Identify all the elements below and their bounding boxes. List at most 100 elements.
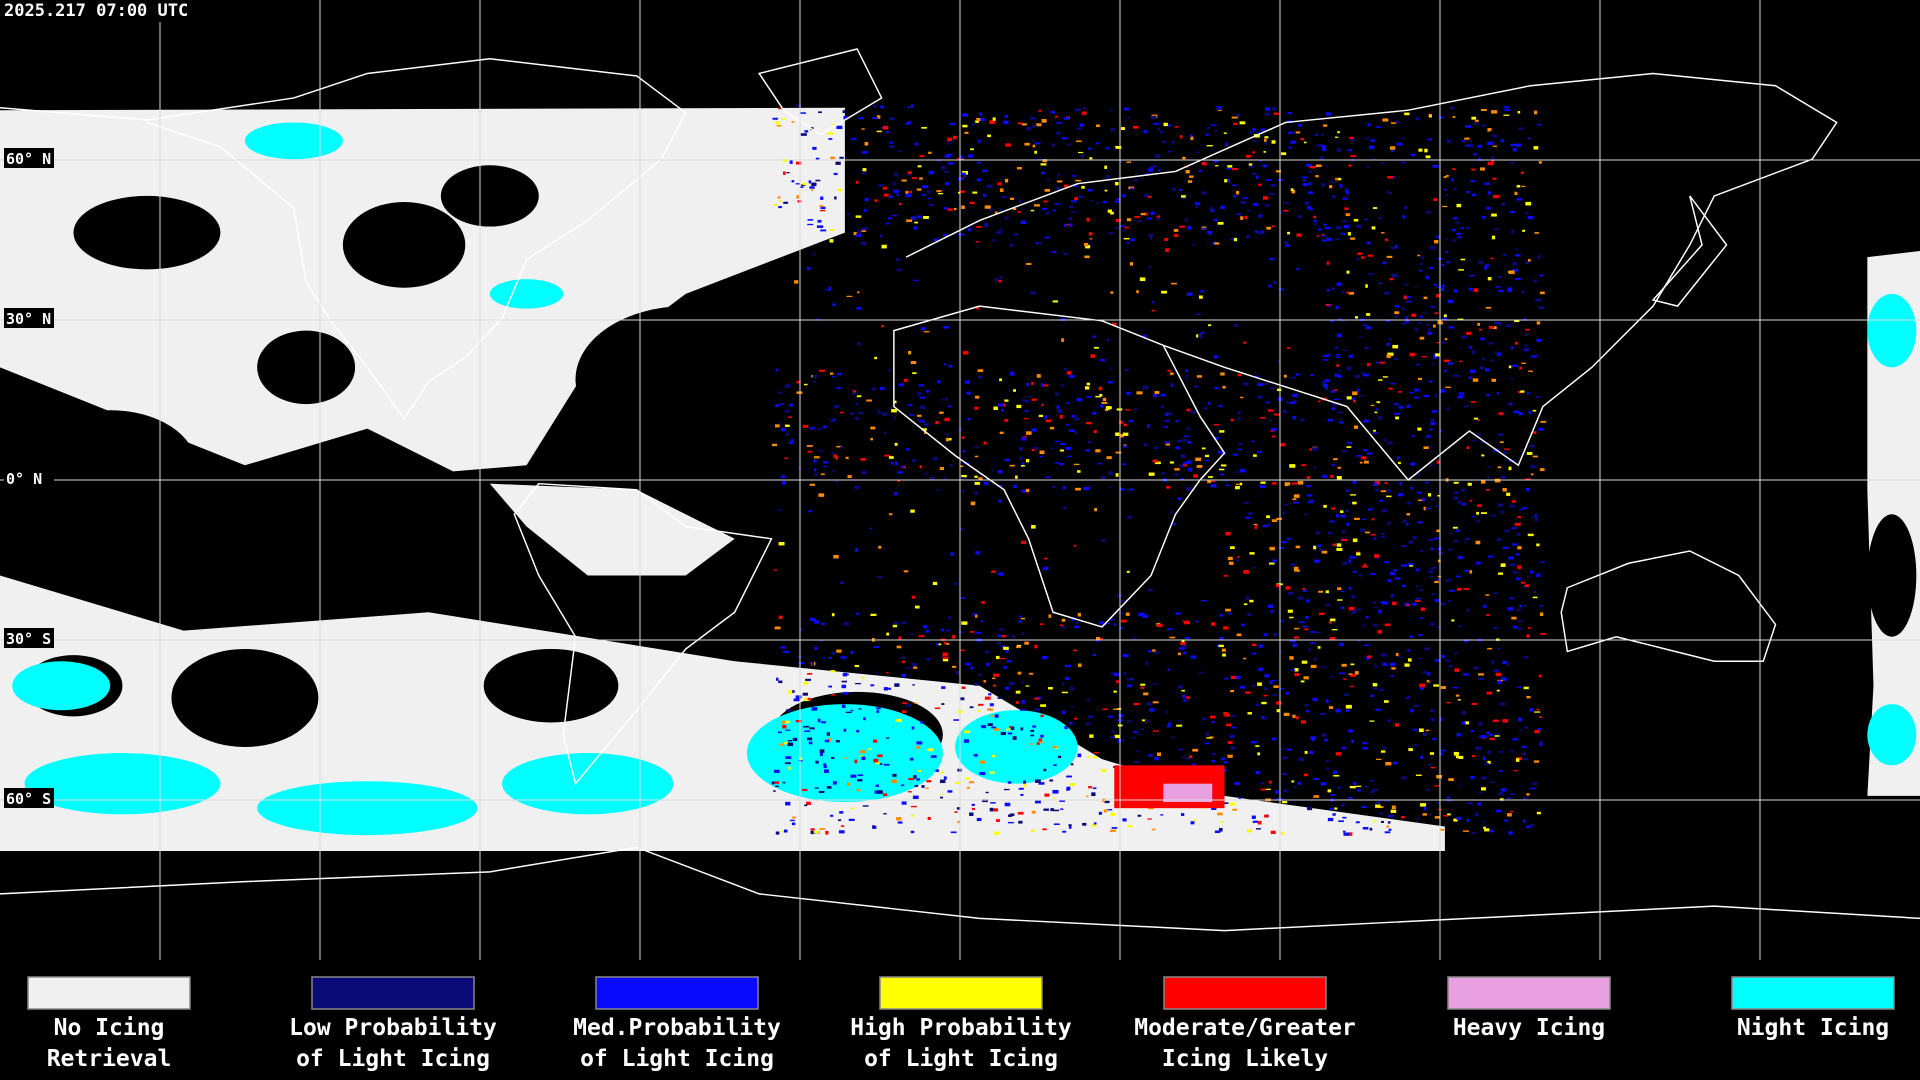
speckle: [1261, 716, 1264, 719]
speckle: [1498, 289, 1504, 293]
speckle: [836, 125, 843, 130]
speckle: [1092, 411, 1097, 415]
speckle: [1235, 559, 1240, 562]
speckle: [1133, 760, 1140, 764]
speckle: [1436, 342, 1441, 344]
speckle: [1171, 140, 1175, 144]
speckle: [1363, 373, 1370, 377]
speckle: [959, 697, 965, 701]
speckle: [1532, 782, 1538, 785]
speckle: [1283, 374, 1287, 378]
speckle: [910, 814, 915, 817]
speckle: [1234, 237, 1237, 242]
speckle: [1281, 773, 1288, 775]
speckle: [864, 142, 869, 146]
speckle: [999, 378, 1003, 382]
speckle: [1266, 226, 1271, 230]
speckle: [939, 796, 944, 799]
speckle: [1356, 224, 1362, 229]
speckle: [1095, 124, 1100, 128]
speckle: [1245, 154, 1251, 158]
speckle: [1329, 520, 1335, 523]
speckle: [1056, 122, 1063, 124]
speckle: [1183, 461, 1187, 465]
speckle: [1027, 395, 1033, 398]
speckle: [1123, 445, 1128, 448]
speckle: [1529, 824, 1535, 827]
speckle: [1025, 458, 1030, 463]
speckle: [1038, 241, 1042, 245]
legend-swatch: [595, 976, 759, 1010]
speckle: [975, 551, 980, 555]
speckle: [837, 188, 843, 192]
speckle: [962, 124, 968, 128]
speckle: [1401, 322, 1407, 325]
speckle: [1328, 675, 1334, 678]
speckle: [1451, 239, 1457, 242]
speckle: [1195, 206, 1199, 209]
speckle: [1434, 240, 1439, 244]
speckle: [1517, 390, 1522, 394]
speckle: [1280, 619, 1285, 623]
speckle: [1360, 256, 1365, 259]
speckle: [1417, 658, 1422, 660]
speckle: [1464, 639, 1469, 643]
speckle: [1425, 155, 1431, 159]
speckle: [1448, 589, 1455, 592]
speckle: [1471, 702, 1478, 705]
speckle: [1303, 141, 1307, 144]
speckle: [883, 763, 890, 766]
speckle: [820, 196, 824, 200]
speckle: [1511, 364, 1518, 367]
speckle: [1466, 818, 1470, 823]
speckle: [1349, 785, 1356, 789]
speckle: [1272, 694, 1278, 696]
speckle: [1318, 590, 1324, 593]
speckle: [1461, 711, 1466, 715]
speckle: [1475, 540, 1481, 545]
speckle: [809, 427, 816, 430]
speckle: [894, 442, 898, 446]
speckle: [1468, 287, 1473, 291]
speckle: [873, 739, 878, 743]
speckle: [1235, 675, 1241, 679]
speckle: [796, 195, 800, 199]
speckle: [1003, 788, 1010, 791]
speckle: [1156, 624, 1163, 627]
speckle: [1043, 200, 1048, 203]
speckle: [1131, 736, 1136, 739]
speckle: [1362, 741, 1368, 745]
speckle: [1109, 109, 1114, 112]
speckle: [1509, 504, 1516, 508]
speckle: [1323, 354, 1330, 358]
speckle: [1533, 110, 1538, 115]
speckle: [1050, 447, 1055, 450]
speckle: [1033, 697, 1040, 700]
speckle: [959, 465, 964, 468]
speckle: [1333, 389, 1338, 391]
speckle: [1452, 374, 1459, 377]
speckle: [1459, 360, 1463, 363]
speckle: [1345, 190, 1349, 195]
speckle: [1513, 769, 1518, 772]
speckle: [1201, 162, 1207, 166]
speckle: [999, 276, 1004, 279]
speckle: [1015, 701, 1019, 704]
speckle: [1036, 123, 1042, 127]
speckle: [778, 615, 783, 620]
speckle: [1397, 493, 1404, 497]
speckle: [1498, 572, 1504, 575]
speckle: [1380, 490, 1387, 493]
speckle: [1206, 126, 1210, 129]
speckle: [1122, 818, 1127, 822]
speckle: [1309, 448, 1315, 451]
speckle: [1084, 242, 1089, 247]
speckle: [1129, 488, 1134, 491]
speckle: [800, 628, 804, 632]
speckle: [1187, 180, 1193, 183]
speckle: [1177, 748, 1184, 751]
speckle: [1277, 360, 1281, 363]
speckle: [1058, 755, 1062, 759]
speckle: [1462, 830, 1470, 832]
speckle: [1247, 612, 1252, 617]
